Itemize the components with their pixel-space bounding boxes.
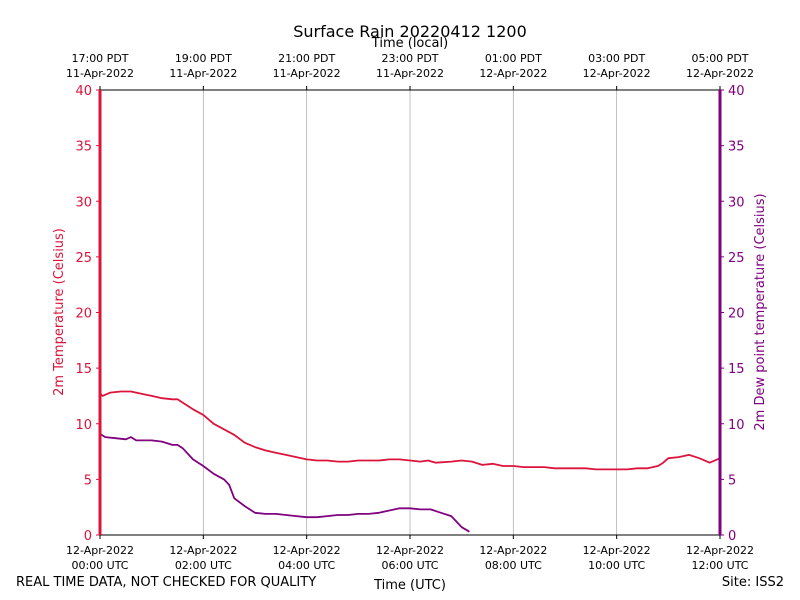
series-line-2m-temperature: [99, 390, 721, 471]
x-tick-label-bottom-date: 12-Apr-2022: [376, 544, 444, 557]
right-axis-ticks: 0 5 10 15 20 25 30 35 40: [720, 84, 745, 544]
grid-lines: [202, 90, 618, 535]
left-axis-ticks: 0 5 10 15 20 25 30 35 40: [75, 84, 100, 544]
x-tick-label-bottom-time: 12:00 UTC: [691, 559, 748, 572]
x-tick-label-bottom-time: 02:00 UTC: [175, 559, 232, 572]
y-tick-label-left: 40: [75, 84, 92, 99]
x-tick-label-top-time: 17:00 PDT: [71, 52, 128, 65]
x-tick-label-top-time: 03:00 PDT: [588, 52, 645, 65]
site-label: Site: ISS2: [721, 575, 784, 590]
left-axis-label: 2m Temperature (Celsius): [52, 228, 67, 396]
bottom-axis-ticks: 12-Apr-2022 00:00 UTC 12-Apr-2022 02:00 UTC…: [66, 535, 754, 572]
y-tick-label-right: 20: [728, 307, 745, 322]
top-axis-ticks: 17:00 PDT 11-Apr-2022 19:00 PDT 11-Apr-2022…: [66, 52, 754, 90]
x-tick-label-bottom-date: 12-Apr-2022: [273, 544, 341, 557]
x-tick-label-bottom-time: 00:00 UTC: [71, 559, 128, 572]
y-tick-label-right: 40: [728, 84, 745, 99]
y-tick-label-left: 20: [75, 307, 92, 322]
y-tick-label-left: 25: [75, 251, 92, 266]
x-tick-label-top-date: 11-Apr-2022: [273, 67, 341, 80]
y-tick-label-left: 35: [75, 140, 92, 155]
y-tick-label-left: 15: [75, 362, 92, 377]
x-tick-label-bottom-date: 12-Apr-2022: [686, 544, 754, 557]
x-tick-label-bottom-date: 12-Apr-2022: [479, 544, 547, 557]
x-tick-label-top-time: 23:00 PDT: [381, 52, 438, 65]
x-tick-label-bottom-time: 10:00 UTC: [588, 559, 645, 572]
y-tick-label-right: 10: [728, 418, 745, 433]
y-tick-label-left: 5: [84, 473, 92, 488]
y-tick-label-right: 35: [728, 140, 745, 155]
right-axis-label: 2m Dew point temperature (Celsius): [753, 193, 768, 430]
bottom-axis-label: Time (UTC): [373, 578, 446, 593]
y-tick-label-left: 10: [75, 418, 92, 433]
data-quality-disclaimer: REAL TIME DATA, NOT CHECKED FOR QUALITY: [16, 575, 317, 590]
x-tick-label-bottom-time: 06:00 UTC: [381, 559, 438, 572]
y-tick-label-right: 30: [728, 195, 745, 210]
series-layer: [99, 390, 721, 533]
x-tick-label-top-time: 05:00 PDT: [691, 52, 748, 65]
x-tick-label-bottom-time: 04:00 UTC: [278, 559, 335, 572]
x-tick-label-top-time: 21:00 PDT: [278, 52, 335, 65]
x-tick-label-bottom-time: 08:00 UTC: [485, 559, 542, 572]
x-tick-label-bottom-date: 12-Apr-2022: [169, 544, 237, 557]
x-tick-label-top-time: 01:00 PDT: [485, 52, 542, 65]
y-tick-label-right: 15: [728, 362, 745, 377]
chart-title: Surface Rain 20220412 1200: [293, 22, 527, 41]
x-tick-label-top-date: 11-Apr-2022: [66, 67, 134, 80]
y-tick-label-right: 5: [728, 473, 736, 488]
x-tick-label-top-date: 12-Apr-2022: [479, 67, 547, 80]
top-axis-label: Time (local): [371, 36, 448, 51]
x-tick-label-top-date: 11-Apr-2022: [169, 67, 237, 80]
x-tick-label-bottom-date: 12-Apr-2022: [583, 544, 651, 557]
x-tick-label-top-date: 12-Apr-2022: [686, 67, 754, 80]
x-tick-label-top-date: 12-Apr-2022: [583, 67, 651, 80]
series-line-2m-dew-point-temperature: [99, 433, 470, 533]
y-tick-label-right: 0: [728, 529, 736, 544]
y-tick-label-right: 25: [728, 251, 745, 266]
x-tick-label-top-date: 11-Apr-2022: [376, 67, 444, 80]
y-tick-label-left: 30: [75, 195, 92, 210]
y-tick-label-left: 0: [84, 529, 92, 544]
x-tick-label-bottom-date: 12-Apr-2022: [66, 544, 134, 557]
x-tick-label-top-time: 19:00 PDT: [175, 52, 232, 65]
